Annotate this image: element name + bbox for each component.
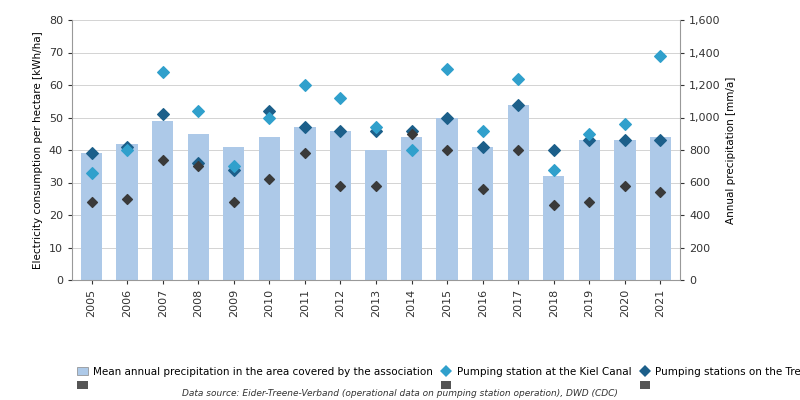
Point <box>547 166 560 173</box>
Point <box>476 127 489 134</box>
Point <box>618 121 631 127</box>
Point <box>85 199 98 205</box>
Point <box>121 196 134 202</box>
Point <box>263 114 276 121</box>
Point <box>156 69 169 75</box>
Point <box>618 182 631 189</box>
Bar <box>437 118 458 280</box>
Bar <box>578 140 600 280</box>
Point <box>476 186 489 192</box>
Point <box>227 199 240 205</box>
Point <box>618 137 631 144</box>
Point <box>298 150 311 156</box>
Point <box>227 163 240 170</box>
Bar <box>401 137 422 280</box>
Bar <box>223 147 245 280</box>
Point <box>85 170 98 176</box>
Point <box>547 147 560 153</box>
Point <box>405 147 418 153</box>
Point <box>405 130 418 137</box>
Point <box>192 163 205 170</box>
Point <box>192 160 205 166</box>
Bar <box>81 153 102 280</box>
Point <box>441 114 454 121</box>
Point <box>263 108 276 114</box>
Bar <box>152 121 174 280</box>
Point <box>298 82 311 88</box>
Point <box>334 182 347 189</box>
Bar <box>330 130 351 280</box>
Point <box>85 150 98 156</box>
Point <box>370 127 382 134</box>
Point <box>121 144 134 150</box>
Point <box>334 95 347 101</box>
Point <box>583 199 596 205</box>
Y-axis label: Electricity consumption per hectare [kWh/ha]: Electricity consumption per hectare [kWh… <box>34 31 43 269</box>
Point <box>547 202 560 208</box>
Bar <box>507 104 529 280</box>
Bar <box>614 140 635 280</box>
Point <box>370 182 382 189</box>
Point <box>156 111 169 118</box>
Point <box>654 189 667 196</box>
Point <box>654 52 667 59</box>
Point <box>334 127 347 134</box>
Bar <box>117 144 138 280</box>
Point <box>476 144 489 150</box>
Bar <box>472 147 494 280</box>
Point <box>512 147 525 153</box>
Point <box>370 124 382 130</box>
Point <box>583 130 596 137</box>
Bar <box>366 150 386 280</box>
Point <box>441 66 454 72</box>
Point <box>512 101 525 108</box>
Point <box>405 127 418 134</box>
Point <box>654 137 667 144</box>
Bar <box>650 137 671 280</box>
Point <box>227 166 240 173</box>
Point <box>192 108 205 114</box>
Point <box>156 156 169 163</box>
Legend: Mean annual precipitation in the area covered by the association, , Pumping stat: Mean annual precipitation in the area co… <box>78 367 800 391</box>
Point <box>583 137 596 144</box>
Point <box>512 75 525 82</box>
Bar <box>294 127 315 280</box>
Point <box>298 124 311 130</box>
Point <box>263 176 276 182</box>
Bar <box>187 134 209 280</box>
Bar <box>543 176 565 280</box>
Point <box>441 147 454 153</box>
Bar <box>258 137 280 280</box>
Y-axis label: Annual precipitation [mm/a]: Annual precipitation [mm/a] <box>726 76 736 224</box>
Point <box>121 147 134 153</box>
Text: Data source: Eider-Treene-Verband (operational data on pumping station operation: Data source: Eider-Treene-Verband (opera… <box>182 389 618 398</box>
